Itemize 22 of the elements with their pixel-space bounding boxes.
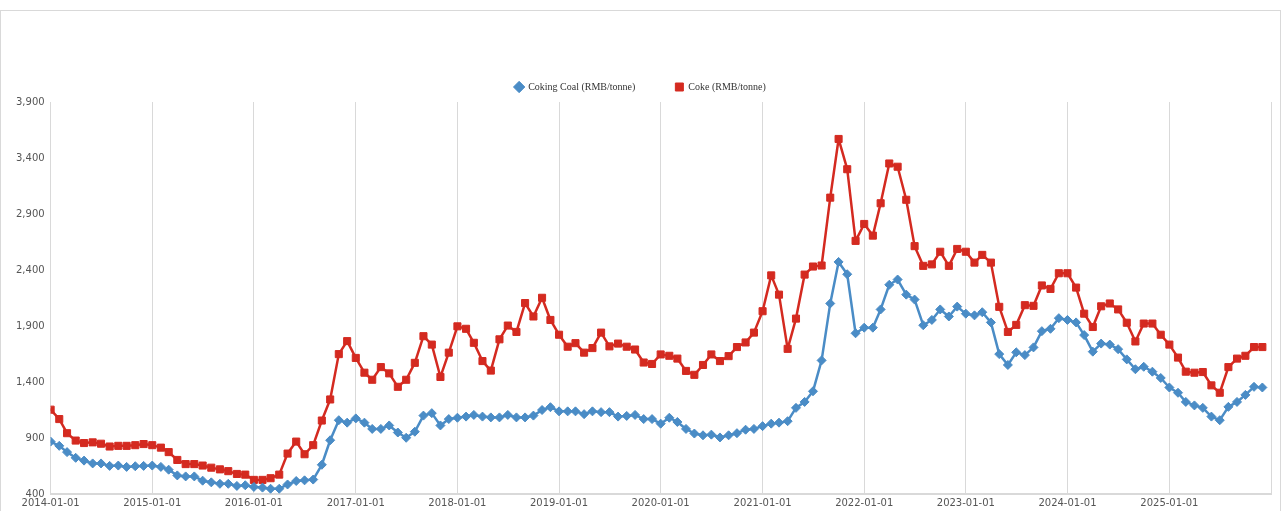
x-tick-label: 2015-01-01 [123, 496, 182, 508]
x-tick-label: 2017-01-01 [326, 496, 385, 508]
x-tick-label: 2021-01-01 [733, 496, 792, 508]
y-tick-label: 2,900 [15, 207, 45, 219]
x-tick-label: 2016-01-01 [224, 496, 283, 508]
legend-label: Coking Coal (RMB/tonne) [528, 80, 636, 93]
y-tick-label: 1,900 [15, 319, 45, 331]
x-tick-label: 2019-01-01 [529, 496, 589, 508]
legend-label: Coke (RMB/tonne) [688, 80, 766, 93]
y-tick-label: 2,400 [15, 263, 45, 275]
x-tick-label: 2020-01-01 [631, 496, 690, 508]
y-tick-label: 3,900 [15, 95, 45, 107]
x-tick-label: 2022-01-01 [835, 496, 894, 508]
y-tick-label: 1,400 [15, 375, 45, 387]
y-tick-label: 3,400 [15, 151, 45, 163]
x-tick-label: 2018-01-01 [428, 496, 487, 508]
x-tick-label: 2024-01-01 [1038, 496, 1097, 508]
y-tick-label: 900 [25, 431, 45, 443]
x-tick-label: 2014-01-01 [21, 496, 80, 508]
x-tick-label: 2025-01-01 [1140, 496, 1199, 508]
y-tick-label: 400 [25, 487, 45, 499]
x-tick-label: 2023-01-01 [936, 496, 995, 508]
